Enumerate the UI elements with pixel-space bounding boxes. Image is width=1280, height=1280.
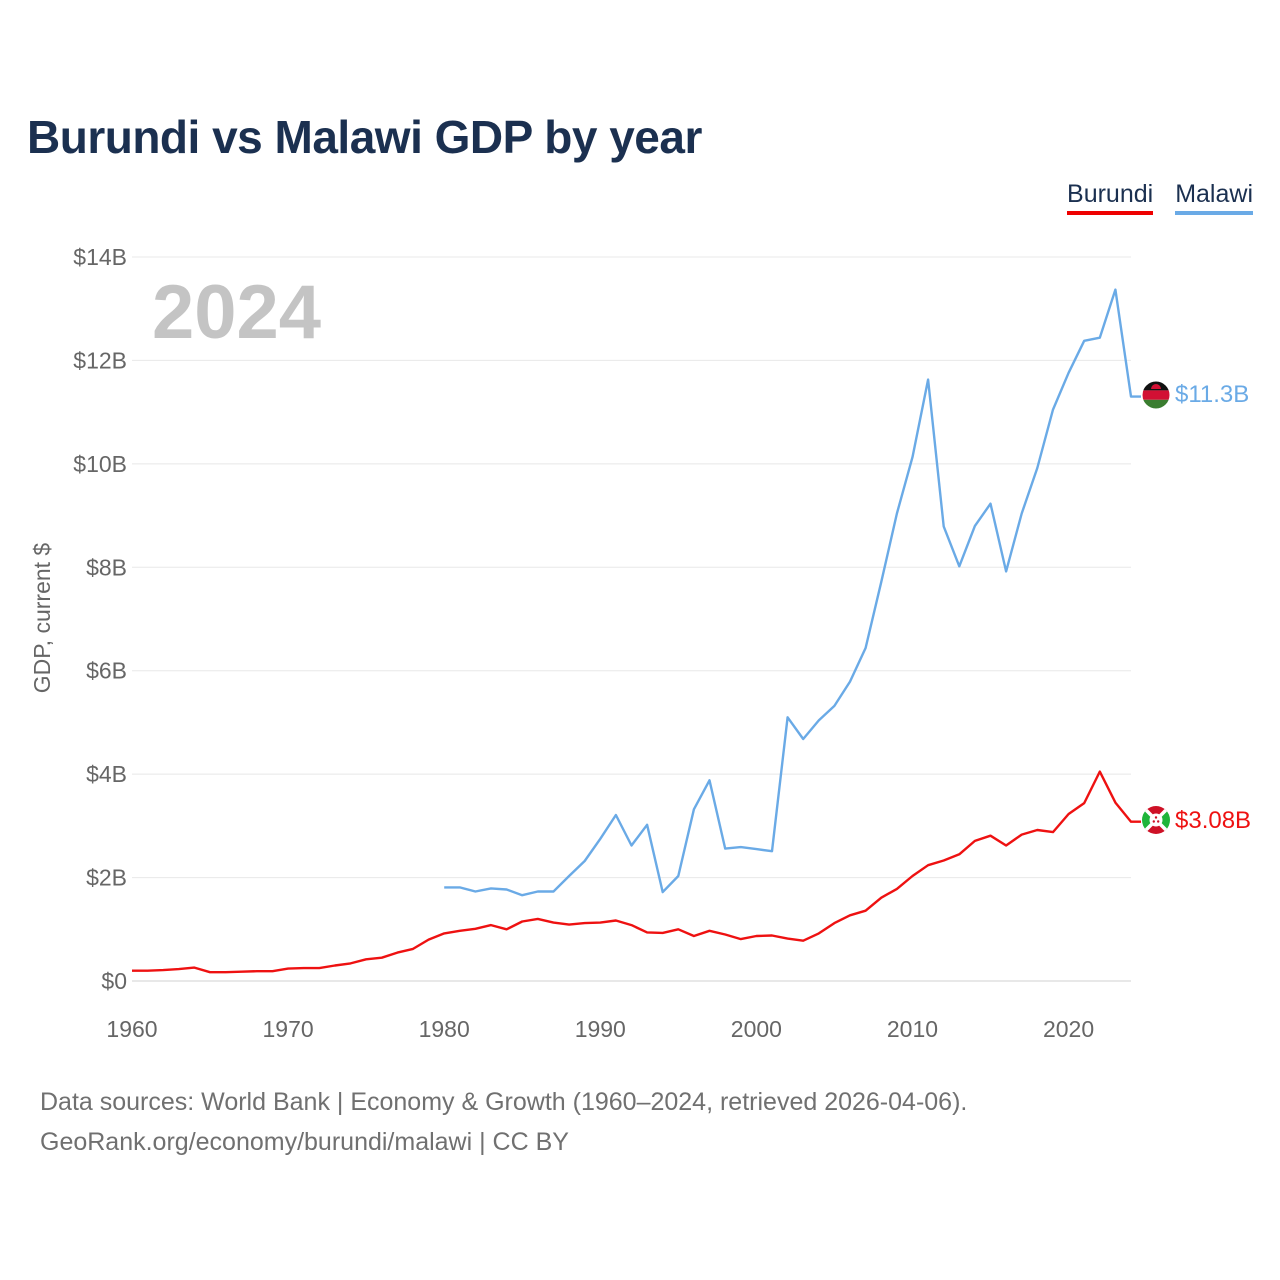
legend: Burundi Malawi — [1067, 180, 1253, 215]
x-tick-label: 1980 — [419, 1016, 470, 1042]
burundi-flag-icon — [1142, 806, 1170, 834]
x-tick-label: 2000 — [731, 1016, 782, 1042]
y-axis: $0 $2B $4B $6B $8B $10B $12B $14B — [73, 244, 127, 994]
y-tick-label: $0 — [101, 968, 127, 994]
y-tick-label: $2B — [86, 865, 127, 891]
y-tick-label: $4B — [86, 761, 127, 787]
y-axis-label: GDP, current $ — [29, 543, 55, 694]
x-tick-label: 1990 — [575, 1016, 626, 1042]
series-line-burundi[interactable] — [132, 770, 1141, 974]
series-line-malawi[interactable] — [444, 288, 1141, 897]
malawi-flag-icon — [1141, 380, 1171, 410]
legend-item-malawi[interactable]: Malawi — [1175, 180, 1253, 215]
end-value-label-burundi: $3.08B — [1175, 807, 1251, 834]
legend-item-burundi[interactable]: Burundi — [1067, 180, 1154, 215]
current-year-watermark: 2024 — [152, 270, 321, 355]
y-tick-label: $6B — [86, 658, 127, 684]
x-tick-label: 1970 — [263, 1016, 314, 1042]
y-tick-label: $8B — [86, 554, 127, 580]
x-tick-label: 1960 — [106, 1016, 157, 1042]
chart-title: Burundi vs Malawi GDP by year — [27, 111, 702, 163]
credit-link[interactable]: GeoRank.org/economy/burundi/malawi | CC … — [40, 1128, 569, 1156]
grid-lines — [132, 256, 1131, 982]
data-source-note: Data sources: World Bank | Economy & Gro… — [40, 1088, 968, 1116]
y-tick-label: $14B — [73, 244, 127, 270]
series-layer: $3.08B $11.3B — [132, 288, 1251, 974]
y-tick-label: $12B — [73, 347, 127, 373]
y-tick-label: $10B — [73, 451, 127, 477]
x-tick-label: 2010 — [887, 1016, 938, 1042]
end-value-label-malawi: $11.3B — [1175, 381, 1249, 408]
x-tick-label: 2020 — [1043, 1016, 1094, 1042]
x-axis: 1960 1970 1980 1990 2000 2010 2020 — [106, 1016, 1094, 1042]
footer: Data sources: World Bank | Economy & Gro… — [40, 1082, 967, 1162]
